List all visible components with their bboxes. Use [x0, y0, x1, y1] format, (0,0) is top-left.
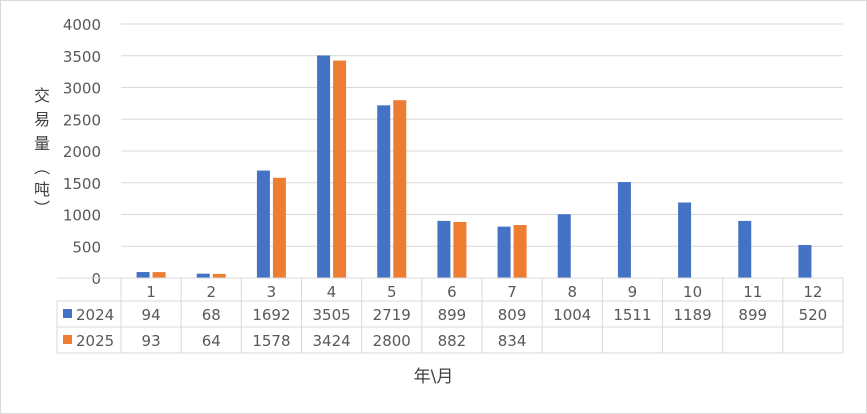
y-axis-label-char: 量	[33, 134, 50, 153]
legend-label: 2025	[76, 332, 114, 350]
legend-label: 2024	[76, 306, 114, 324]
bar-2024-8	[557, 214, 571, 278]
table-cell: 834	[498, 332, 527, 350]
y-tick-label: 1500	[63, 175, 101, 193]
y-axis-label-char: 吨	[33, 180, 50, 199]
table-cell: 64	[202, 332, 221, 350]
y-axis-label-char: 交	[33, 86, 50, 105]
table-cell: 93	[142, 332, 161, 350]
bar-2024-10	[678, 202, 692, 278]
bar-2025-6	[453, 221, 467, 278]
x-tick-label: 6	[447, 283, 457, 301]
table-cell: 809	[498, 306, 527, 324]
y-axis-label-char: 易	[33, 110, 50, 129]
x-tick-label: 7	[507, 283, 517, 301]
table-cell: 1578	[252, 332, 290, 350]
bar-2024-9	[617, 182, 631, 278]
bar-2024-11	[738, 220, 752, 278]
table-cell: 2719	[373, 306, 411, 324]
table-cell: 899	[738, 306, 767, 324]
y-tick-label: 0	[91, 270, 101, 288]
y-tick-label: 2500	[63, 111, 101, 129]
x-tick-label: 12	[803, 283, 822, 301]
table-cell: 2800	[373, 332, 411, 350]
bar-2024-2	[196, 273, 210, 278]
y-tick-label: 500	[72, 238, 101, 256]
bar-2025-3	[272, 177, 286, 278]
table-cell: 94	[142, 306, 161, 324]
y-tick-label: 3000	[63, 80, 101, 98]
bar-2025-7	[513, 225, 527, 278]
table-cell: 1004	[553, 306, 591, 324]
x-tick-label: 2	[206, 283, 216, 301]
x-tick-label: 9	[628, 283, 638, 301]
table-cell: 1692	[252, 306, 290, 324]
x-tick-label: 11	[743, 283, 762, 301]
bar-2024-12	[798, 244, 812, 278]
y-axis-label-char: ︵	[33, 158, 50, 177]
table-cell: 1511	[613, 306, 651, 324]
table-cell: 68	[202, 306, 221, 324]
x-tick-label: 5	[387, 283, 397, 301]
table-cell: 882	[438, 332, 467, 350]
y-tick-label: 1000	[63, 207, 101, 225]
bar-2024-6	[437, 220, 451, 278]
y-tick-label: 4000	[63, 16, 101, 34]
bar-2025-2	[212, 273, 226, 278]
bar-2025-1	[152, 272, 166, 278]
table-cell: 3505	[312, 306, 350, 324]
bar-2024-4	[317, 55, 331, 279]
x-tick-label: 4	[327, 283, 337, 301]
bar-2024-1	[136, 272, 150, 278]
legend-key-2025	[63, 335, 72, 344]
bar-2025-5	[393, 100, 407, 278]
table-cell: 899	[438, 306, 467, 324]
x-axis-label: 年\月	[413, 367, 454, 387]
x-tick-label: 1	[146, 283, 156, 301]
table-cell: 1189	[673, 306, 711, 324]
y-axis-label-char: ︶	[33, 199, 50, 218]
y-tick-label: 2000	[63, 143, 101, 161]
table-cell: 3424	[312, 332, 350, 350]
bar-2024-3	[256, 170, 270, 278]
table-cell: 520	[799, 306, 828, 324]
x-tick-label: 10	[683, 283, 702, 301]
bar-2024-5	[377, 105, 391, 278]
x-tick-label: 3	[267, 283, 277, 301]
bar-2024-7	[497, 226, 511, 278]
x-tick-label: 8	[567, 283, 577, 301]
legend-key-2024	[63, 309, 72, 318]
bar-2025-4	[333, 60, 347, 278]
y-tick-label: 3500	[63, 48, 101, 66]
